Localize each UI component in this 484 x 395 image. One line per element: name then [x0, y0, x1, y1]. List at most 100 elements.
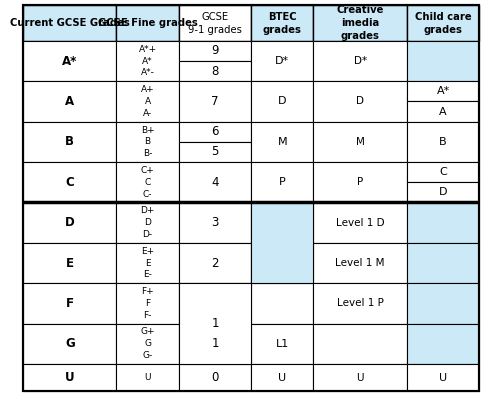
- Text: P: P: [279, 177, 286, 187]
- Bar: [117, 243, 179, 283]
- Bar: [23, 81, 117, 122]
- Bar: [117, 324, 179, 364]
- Bar: [179, 41, 251, 61]
- Bar: [407, 81, 479, 102]
- Text: F: F: [66, 297, 74, 310]
- Bar: [251, 243, 314, 283]
- Bar: [314, 81, 407, 122]
- Bar: [407, 324, 479, 364]
- Bar: [314, 162, 407, 202]
- Text: 4: 4: [211, 176, 219, 189]
- Bar: [117, 122, 179, 162]
- Bar: [23, 243, 117, 283]
- Bar: [314, 324, 407, 364]
- Bar: [179, 243, 251, 283]
- Text: Current GCSE Grades: Current GCSE Grades: [10, 18, 130, 28]
- Bar: [314, 81, 407, 122]
- Text: 0: 0: [212, 371, 219, 384]
- Text: E+
E
E-: E+ E E-: [141, 247, 154, 279]
- Bar: [23, 364, 117, 391]
- Bar: [23, 6, 117, 41]
- Bar: [179, 81, 251, 122]
- Text: D: D: [356, 96, 364, 106]
- Text: U: U: [65, 371, 75, 384]
- Bar: [117, 364, 179, 391]
- Text: C: C: [65, 176, 74, 189]
- Text: 9: 9: [211, 44, 219, 57]
- Bar: [251, 324, 314, 364]
- Text: 1: 1: [211, 317, 219, 330]
- Bar: [251, 122, 314, 162]
- Text: E: E: [66, 256, 74, 269]
- Bar: [179, 162, 251, 202]
- Bar: [314, 6, 407, 41]
- Bar: [407, 202, 479, 243]
- Bar: [23, 122, 117, 162]
- Bar: [117, 283, 179, 324]
- Bar: [251, 41, 314, 81]
- Text: GCSE Fine grades: GCSE Fine grades: [98, 18, 197, 28]
- Text: B: B: [65, 135, 75, 148]
- Text: F+
F
F-: F+ F F-: [141, 287, 154, 320]
- Text: A*: A*: [62, 55, 77, 68]
- Bar: [23, 202, 117, 243]
- Text: U: U: [356, 372, 364, 382]
- Bar: [117, 324, 179, 364]
- Bar: [407, 41, 479, 81]
- Bar: [23, 41, 117, 81]
- Text: 1: 1: [211, 337, 219, 350]
- Bar: [179, 364, 251, 391]
- Text: A*+
A*
A*-: A*+ A* A*-: [138, 45, 157, 77]
- Bar: [117, 364, 179, 391]
- Text: G: G: [65, 337, 75, 350]
- Text: D: D: [278, 96, 287, 106]
- Text: 3: 3: [212, 216, 219, 229]
- Bar: [117, 6, 179, 41]
- Bar: [314, 202, 407, 243]
- Bar: [407, 6, 479, 41]
- Bar: [407, 6, 479, 41]
- Bar: [179, 61, 251, 81]
- Bar: [251, 364, 314, 391]
- Bar: [179, 324, 251, 364]
- Bar: [117, 6, 179, 41]
- Text: Level 1 P: Level 1 P: [337, 298, 383, 308]
- Bar: [407, 182, 479, 202]
- Text: B+
B
B-: B+ B B-: [141, 126, 154, 158]
- Bar: [23, 162, 117, 202]
- Bar: [314, 6, 407, 41]
- Text: P: P: [357, 177, 363, 187]
- Bar: [251, 162, 314, 202]
- Text: Creative
imedia
grades: Creative imedia grades: [336, 5, 384, 41]
- Text: D*: D*: [275, 56, 289, 66]
- Bar: [314, 283, 407, 324]
- Bar: [407, 283, 479, 324]
- Bar: [314, 122, 407, 162]
- Bar: [251, 6, 314, 41]
- Bar: [179, 283, 251, 324]
- Bar: [23, 364, 117, 391]
- Text: M: M: [356, 137, 364, 147]
- Text: 2: 2: [211, 256, 219, 269]
- Bar: [117, 41, 179, 81]
- Bar: [117, 81, 179, 122]
- Bar: [179, 122, 251, 142]
- Text: A+
A
A-: A+ A A-: [141, 85, 154, 118]
- Bar: [314, 41, 407, 81]
- Bar: [179, 61, 251, 81]
- Bar: [23, 324, 117, 364]
- Bar: [117, 162, 179, 202]
- Bar: [179, 283, 251, 364]
- Bar: [251, 283, 314, 324]
- Bar: [407, 324, 479, 364]
- Bar: [314, 364, 407, 391]
- Bar: [179, 142, 251, 162]
- Bar: [179, 142, 251, 162]
- Bar: [23, 162, 117, 202]
- Bar: [23, 243, 117, 283]
- Text: U: U: [144, 373, 151, 382]
- Bar: [407, 162, 479, 182]
- Bar: [179, 324, 251, 364]
- Bar: [23, 81, 117, 122]
- Bar: [407, 202, 479, 243]
